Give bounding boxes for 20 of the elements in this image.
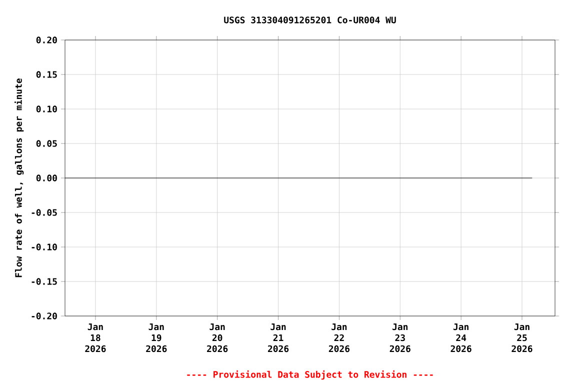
x-tick-label: Jan 20 2026 (207, 324, 228, 352)
x-tick-label: Jan 25 2026 (512, 324, 532, 352)
y-tick-label: -0.20 (32, 312, 57, 320)
y-tick-label: -0.15 (32, 278, 57, 285)
y-tick-label: 0.00 (36, 174, 57, 182)
x-tick-label: Jan 19 2026 (146, 324, 167, 352)
x-tick-label: Jan 23 2026 (390, 324, 410, 352)
y-tick-label: 0.05 (36, 140, 57, 147)
x-tick-label: Jan 21 2026 (268, 324, 289, 352)
chart-title: USGS 313304091265201 Co-UR004 WU (224, 16, 396, 24)
y-tick-label: 0.20 (36, 36, 57, 44)
y-tick-label: -0.10 (32, 244, 57, 250)
x-tick-label: Jan 18 2026 (85, 324, 106, 352)
x-tick-label: Jan 24 2026 (450, 324, 472, 352)
x-tick-label: Jan 22 2026 (328, 324, 350, 352)
text: ---- Provisional Data Subject to Revision ---- (187, 370, 433, 380)
y-tick-label: 0.15 (36, 71, 57, 78)
y-tick-label: -0.05 (32, 209, 57, 216)
y-axis-title: Flow rate of well, gallons per minute (14, 78, 24, 278)
y-tick-label: 0.10 (36, 106, 57, 112)
